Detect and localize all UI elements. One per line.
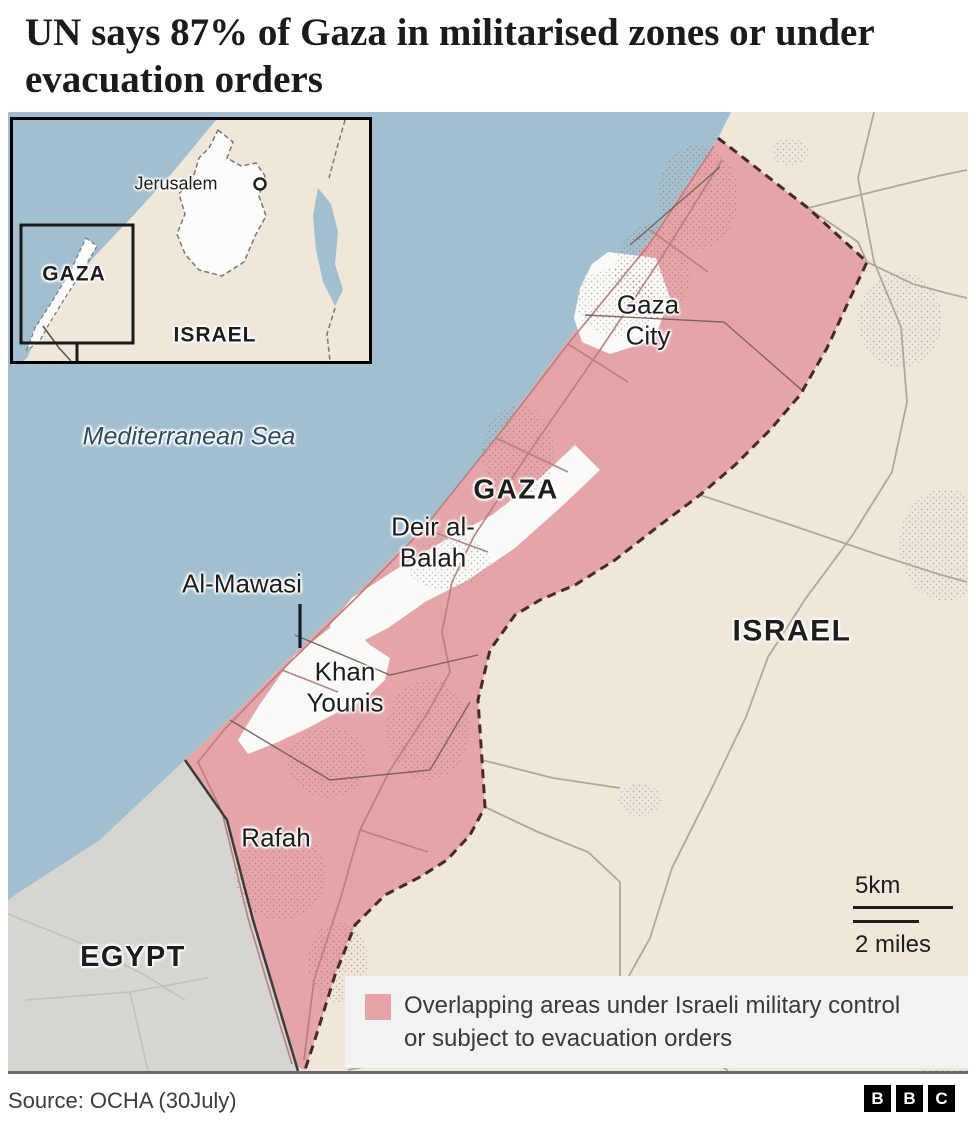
bbc-logo: B B C xyxy=(864,1085,955,1112)
scale-bar: 5km 2 miles xyxy=(853,872,955,959)
al-mawasi-coastal-area xyxy=(238,600,390,754)
scale-km-label: 5km xyxy=(855,872,901,899)
headline: UN says 87% of Gaza in militarised zones… xyxy=(25,11,874,101)
scale-miles-label: 2 miles xyxy=(855,931,932,958)
source-attribution: Source: OCHA (30July) xyxy=(8,1088,237,1113)
inset-dead-sea xyxy=(313,188,343,306)
label-khan-younis: Khan Younis xyxy=(306,656,384,717)
inset-jordan-border xyxy=(326,120,346,361)
main-map-canvas xyxy=(8,112,968,1071)
gaza-internal-boundaries xyxy=(229,166,805,781)
inset-map: Jerusalem GAZA ISRAEL xyxy=(10,117,372,364)
bbc-logo-block-b1: B xyxy=(864,1085,891,1112)
jerusalem-marker xyxy=(253,177,267,191)
legend-text: Overlapping areas under Israeli military… xyxy=(404,992,901,1053)
label-egypt: EGYPT xyxy=(80,940,186,973)
inset-gaza-strip xyxy=(25,237,98,352)
bbc-logo-block-b2: B xyxy=(896,1085,923,1112)
egypt-land xyxy=(8,760,298,1071)
inset-label-jerusalem: Jerusalem xyxy=(134,173,218,194)
label-gaza-city: Gaza City xyxy=(616,289,680,350)
label-deir-al-balah: Deir al-Balah xyxy=(391,511,475,572)
label-rafah: Rafah xyxy=(241,822,311,853)
gaza-israel-border xyxy=(303,136,869,1071)
label-israel: ISRAEL xyxy=(732,614,852,648)
scale-miles-line xyxy=(853,920,919,923)
gaza-roads xyxy=(197,145,723,1065)
egypt-roads xyxy=(8,913,209,1071)
inset-label-gaza: GAZA xyxy=(42,262,106,286)
militarised-zone-overlay xyxy=(185,138,867,1070)
label-mediterranean-sea: Mediterranean Sea xyxy=(82,422,296,451)
bbc-logo-block-c: C xyxy=(928,1085,955,1112)
legend: Overlapping areas under Israeli military… xyxy=(345,976,968,1068)
scale-km-line xyxy=(853,906,953,909)
main-map: Jerusalem GAZA ISRAEL Mediterranean Sea … xyxy=(8,112,968,1074)
gaza-egypt-border xyxy=(183,759,300,1071)
label-gaza: GAZA xyxy=(473,473,559,505)
inset-west-bank xyxy=(176,128,267,277)
inset-egypt-border xyxy=(42,325,72,361)
inset-label-israel: ISRAEL xyxy=(173,323,257,347)
footer: Source: OCHA (30July) B B C xyxy=(0,1074,980,1131)
legend-swatch xyxy=(365,994,391,1020)
label-al-mawasi: Al-Mawasi xyxy=(182,568,302,599)
inset-canvas xyxy=(13,120,369,361)
